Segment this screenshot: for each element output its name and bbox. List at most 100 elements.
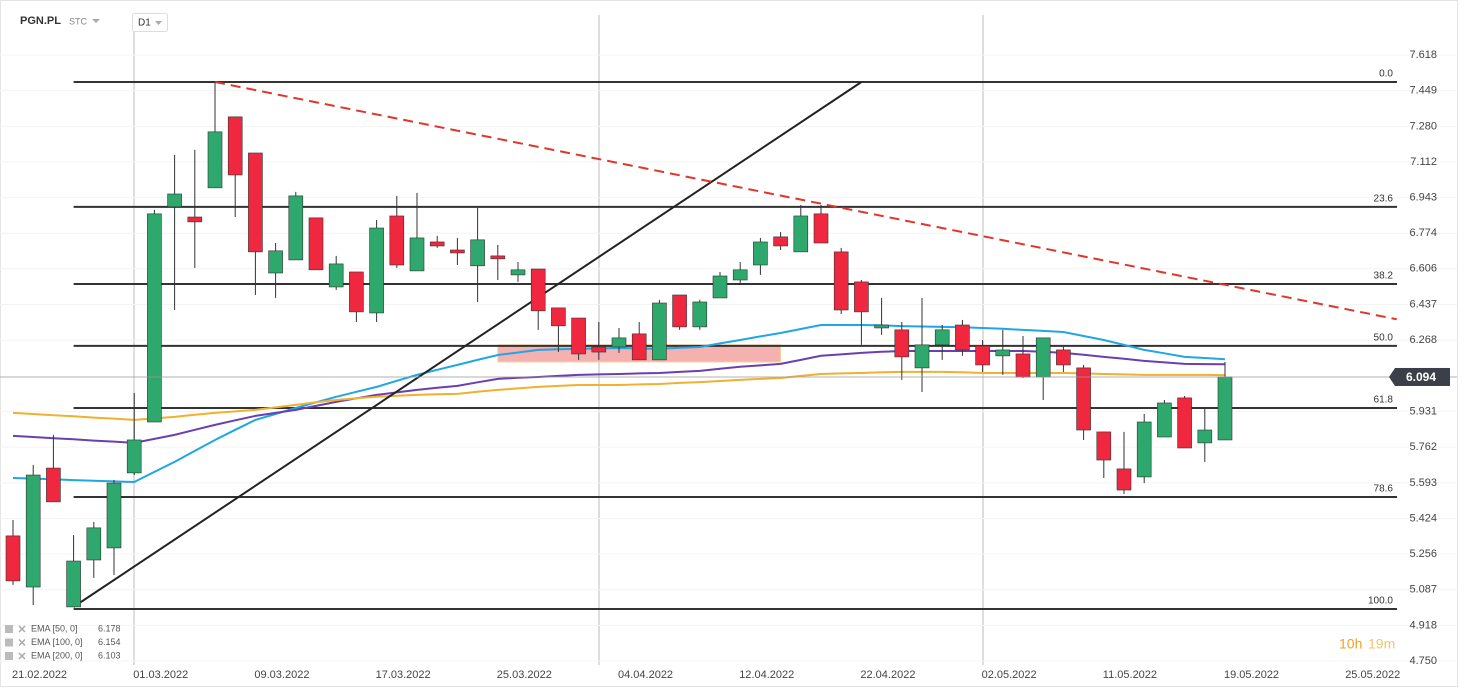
legend-icon	[5, 652, 13, 660]
candle-body	[793, 215, 809, 253]
x-tick-label: 25.03.2022	[497, 669, 552, 681]
candle-body	[207, 131, 223, 189]
legend-icon	[5, 638, 13, 647]
legend-value: 6.103	[98, 650, 121, 660]
price-tag	[1395, 367, 1450, 386]
candle-body	[1116, 468, 1132, 491]
candle-body	[429, 241, 445, 247]
interval-box[interactable]	[132, 13, 168, 32]
dropdown-arrow[interactable]	[92, 19, 100, 23]
fib-label: 50.0	[1374, 333, 1394, 344]
legend-value: 6.154	[98, 637, 121, 647]
y-tick-label: 6.943	[1409, 191, 1437, 203]
candle-body	[753, 241, 768, 266]
candle-body	[106, 482, 122, 549]
plot: 0.0 23.6 38.2 50.0 61.8 78.6 100.0	[0, 54, 1457, 662]
y-tick-label: 5.256	[1409, 548, 1437, 560]
candle-body	[530, 268, 546, 312]
candle-body	[147, 213, 162, 423]
candle-body	[591, 346, 607, 353]
candle-body	[389, 215, 405, 266]
legend-close[interactable]	[18, 638, 26, 647]
candle-body	[874, 324, 889, 329]
candle-body	[167, 193, 182, 208]
candle-body	[914, 344, 930, 369]
symbol[interactable]: PGN.PL	[20, 15, 61, 27]
candle-body	[5, 535, 21, 582]
y-tick-label: 5.762	[1409, 441, 1437, 453]
candle-body	[450, 249, 465, 254]
y-tick-label: 6.606	[1409, 263, 1437, 275]
candle-body	[611, 337, 627, 348]
fib-label: 78.6	[1374, 484, 1394, 495]
candle-body	[995, 349, 1011, 357]
legend-close[interactable]	[18, 625, 26, 633]
y-tick-label: 5.931	[1409, 405, 1437, 417]
candle-body	[1096, 431, 1112, 461]
candle-body	[369, 227, 384, 314]
candle-body	[1177, 397, 1192, 449]
candle-body	[126, 439, 142, 474]
candle-body	[328, 263, 344, 288]
candle-body	[46, 467, 61, 503]
y-tick-label: 7.280	[1409, 120, 1437, 132]
candle-body	[1157, 402, 1172, 438]
candle-body	[1217, 376, 1233, 441]
y-tick-label: 4.918	[1409, 619, 1437, 631]
candle-body	[25, 474, 41, 588]
x-tick-label: 02.05.2022	[982, 669, 1037, 681]
candle-body	[773, 236, 788, 247]
candle-body	[510, 269, 526, 276]
candle-body	[1035, 337, 1051, 378]
x-tick-label: 19.05.2022	[1224, 669, 1279, 681]
trendline	[73, 81, 862, 608]
fib-label: 23.6	[1374, 194, 1394, 205]
legend-value: 6.178	[98, 623, 121, 633]
legend-close[interactable]	[18, 652, 26, 660]
trendline	[214, 81, 1397, 321]
x-tick-label: 25.05.2022	[1345, 669, 1400, 681]
y-tick-label: 4.750	[1409, 655, 1437, 667]
legend-name: EMA [50, 0]	[31, 623, 78, 633]
legend-icon	[5, 625, 13, 633]
candle-body	[227, 116, 243, 176]
y-tick-label: 5.424	[1409, 512, 1437, 524]
y-tick-label: 7.618	[1409, 49, 1437, 61]
candle-body	[308, 217, 324, 271]
candle-body	[813, 213, 829, 244]
candle-body	[854, 281, 869, 313]
candle-body	[409, 237, 425, 272]
candle-body	[672, 294, 687, 328]
candle-body	[692, 301, 708, 328]
candle-body	[712, 275, 728, 299]
countdown-hours: 10h	[1339, 636, 1362, 652]
x-tick-label: 21.02.2022	[12, 669, 67, 681]
candle-body	[268, 250, 283, 274]
x-tick-label: 09.03.2022	[254, 669, 309, 681]
x-tick-label: 11.05.2022	[1103, 669, 1157, 681]
dropdown-arrow[interactable]	[155, 21, 162, 25]
candle-body	[652, 302, 667, 361]
legend-name: EMA [200, 0]	[31, 650, 83, 660]
candle-body	[732, 269, 748, 281]
y-tick-label: 6.437	[1409, 298, 1437, 310]
candle-body	[187, 216, 203, 223]
price-tag-label: 6.094	[1406, 370, 1436, 384]
candle-body	[934, 329, 950, 346]
x-tick-label: 12.04.2022	[739, 669, 794, 681]
candle-body	[631, 333, 647, 361]
interval[interactable]: D1	[138, 18, 151, 29]
candle-body	[470, 239, 485, 267]
candle-body	[955, 324, 970, 351]
y-tick-label: 6.268	[1409, 334, 1437, 346]
candle-body	[86, 527, 102, 561]
y-tick-label: 5.593	[1409, 477, 1437, 489]
y-tick-label: 5.087	[1409, 584, 1437, 596]
candle-body	[1015, 353, 1031, 378]
price-tag-arrow	[1389, 367, 1395, 386]
market: STC	[69, 16, 88, 26]
fib-label: 0.0	[1379, 69, 1393, 80]
candle-body	[248, 152, 263, 253]
y-tick-label: 6.774	[1409, 227, 1437, 239]
x-tick-label: 17.03.2022	[376, 669, 431, 681]
